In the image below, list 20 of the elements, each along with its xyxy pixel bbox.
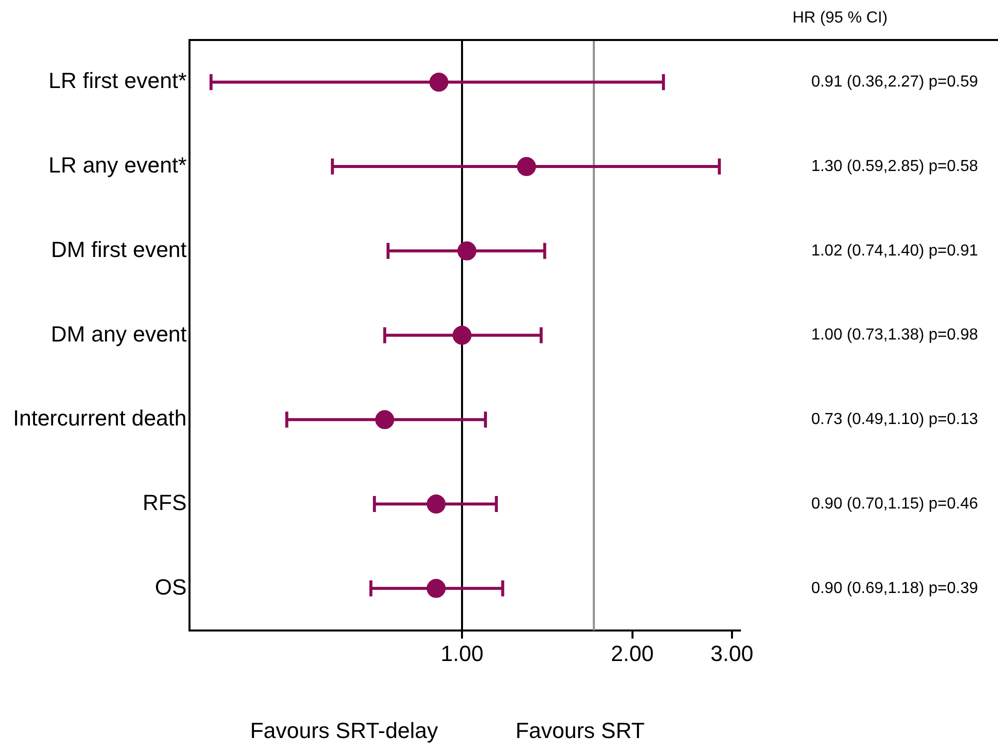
data-label: 1.02 (0.74,1.40) p=0.91 — [811, 242, 978, 260]
x-tick-label: 2.00 — [610, 640, 654, 666]
text: Favours SRT — [515, 718, 645, 744]
data-label: 1.30 (0.59,2.85) p=0.58 — [811, 158, 978, 175]
y-tick-label: OS — [154, 574, 187, 600]
y-tick-label: DM any event — [50, 321, 187, 346]
data-label: 0.90 (0.70,1.15) p=0.46 — [811, 495, 978, 512]
x-tick-label: 3.00 — [710, 640, 754, 666]
text: HR (95 % CI) — [792, 9, 888, 26]
data-label: 0.91 (0.36,2.27) p=0.59 — [811, 74, 978, 91]
y-tick-label: LR any event* — [48, 152, 188, 178]
data-label: 1.00 (0.73,1.38) p=0.98 — [811, 326, 978, 344]
text: Favours SRT-delay — [250, 718, 438, 744]
y-tick-label: DM first event — [50, 236, 187, 262]
data-label: 0.73 (0.49,1.10) p=0.13 — [811, 411, 978, 428]
y-tick-label: RFS — [142, 490, 187, 516]
y-tick-label: Intercurrent death — [12, 406, 187, 431]
x-tick-label: 1.00 — [440, 640, 484, 666]
y-tick-label: LR first event* — [48, 68, 188, 94]
data-label: 0.90 (0.69,1.18) p=0.39 — [811, 580, 978, 597]
